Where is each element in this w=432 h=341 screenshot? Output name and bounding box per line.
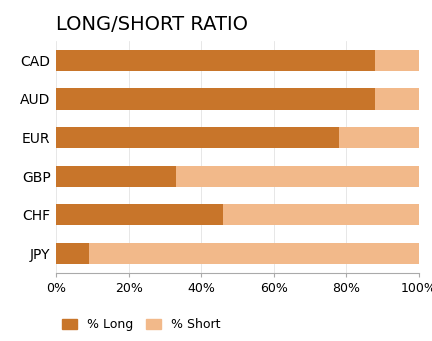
Bar bbox=[56, 88, 375, 109]
Bar bbox=[223, 204, 419, 225]
Bar bbox=[56, 204, 223, 225]
Bar bbox=[56, 127, 339, 148]
Bar bbox=[375, 49, 419, 71]
Bar bbox=[56, 49, 375, 71]
Text: LONG/SHORT RATIO: LONG/SHORT RATIO bbox=[56, 15, 248, 34]
Bar bbox=[375, 88, 419, 109]
Bar bbox=[56, 243, 89, 264]
Bar bbox=[56, 165, 176, 187]
Bar bbox=[89, 243, 419, 264]
Bar bbox=[339, 127, 419, 148]
Legend: % Long, % Short: % Long, % Short bbox=[62, 318, 221, 331]
Bar bbox=[176, 165, 419, 187]
